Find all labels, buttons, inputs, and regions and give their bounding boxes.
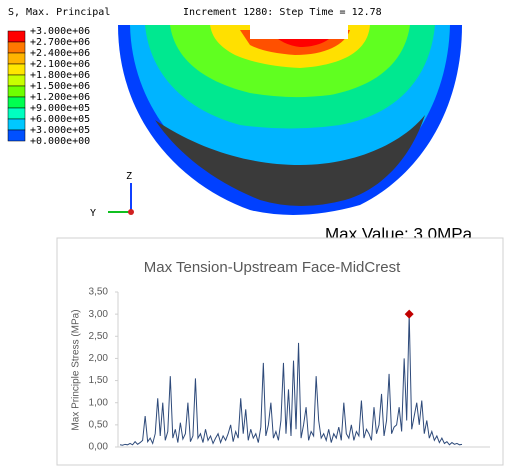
y-tick-label: 3,50	[89, 287, 109, 298]
y-tick-label: 3,00	[89, 309, 109, 320]
y-tick-label: 0,50	[89, 419, 109, 430]
y-axis-label: Max Principle Stress (MPa)	[71, 309, 82, 430]
y-tick-label: 2,00	[89, 353, 109, 364]
legend-label: +1.500e+06	[30, 81, 90, 92]
legend-swatch	[7, 30, 26, 43]
legend-swatch	[7, 85, 26, 98]
legend-label: +9.000e+05	[30, 103, 90, 114]
max-marker	[404, 309, 414, 319]
data-line	[119, 314, 463, 446]
legend-swatch	[7, 96, 26, 109]
legend: +3.000e+06+2.700e+06+2.400e+06+2.100e+06…	[7, 26, 90, 147]
legend-label: +3.000e+05	[30, 125, 90, 136]
triad-y: Y	[90, 208, 96, 219]
legend-swatch	[7, 107, 26, 120]
contour-plot	[118, 25, 462, 215]
y-tick-label: 1,00	[89, 397, 109, 408]
legend-title: S, Max. Principal	[8, 7, 110, 18]
y-tick-label: 1,50	[89, 375, 109, 386]
triad-z: Z	[126, 171, 132, 182]
legend-label: +3.000e+06	[30, 26, 90, 37]
legend-swatch	[7, 129, 26, 142]
legend-swatch	[7, 63, 26, 76]
legend-label: +2.100e+06	[30, 59, 90, 70]
y-tick-label: 0,00	[89, 442, 109, 453]
legend-label: +1.200e+06	[30, 92, 90, 103]
legend-swatch	[7, 41, 26, 54]
legend-label: +1.800e+06	[30, 70, 90, 81]
plot: 0,00 0,50 1,00 1,50 2,00 2,50 3,00 3,50	[89, 287, 463, 453]
chart-title: Max Tension-Upstream Face-MidCrest	[144, 259, 401, 276]
legend-label: +6.000e+05	[30, 114, 90, 125]
legend-label: +2.700e+06	[30, 37, 90, 48]
legend-swatch	[7, 118, 26, 131]
legend-swatch	[7, 74, 26, 87]
legend-label: +0.000e+00	[30, 136, 90, 147]
axis-triad	[108, 183, 134, 215]
legend-label: +2.400e+06	[30, 48, 90, 59]
increment-label: Increment 1280: Step Time = 12.78	[183, 7, 382, 18]
legend-swatch	[7, 52, 26, 65]
y-tick-label: 2,50	[89, 331, 109, 342]
